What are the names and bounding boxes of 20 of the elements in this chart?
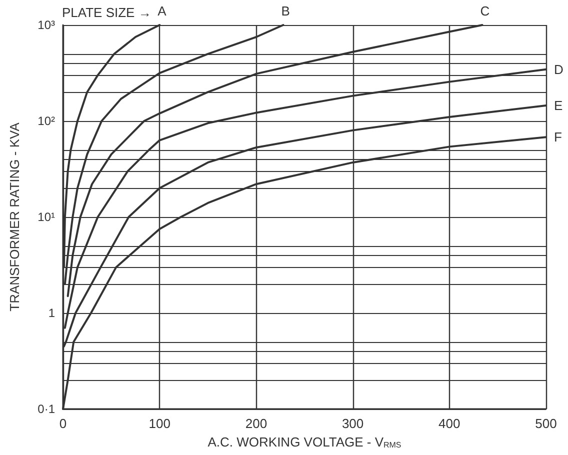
- x-tick-label: 300: [342, 416, 364, 431]
- y-tick-label: 0·1: [38, 402, 56, 416]
- y-tick-label: 10¹: [38, 210, 56, 224]
- text: PLATE SIZE →: [62, 5, 152, 20]
- x-tick-label: 200: [245, 416, 268, 431]
- y-tick-label: 10²: [38, 114, 56, 128]
- x-tick-label: 500: [535, 416, 557, 431]
- y-tick-label: 1: [48, 306, 56, 320]
- y-axis-title: TRANSFORMER RATING - KVA: [7, 122, 22, 312]
- series-label: C: [480, 4, 490, 18]
- x-tick-label: 400: [438, 416, 460, 431]
- series-label: B: [281, 4, 290, 18]
- x-tick-label: 0: [59, 416, 67, 431]
- y-tick-label: 10³: [38, 18, 56, 32]
- x-axis-title: A.C. WORKING VOLTAGE - VRMS: [208, 434, 402, 450]
- series-label: D: [554, 62, 564, 77]
- series-label: F: [554, 130, 562, 145]
- series-label: A: [158, 4, 167, 18]
- x-tick-label: 100: [148, 416, 170, 431]
- series-label: E: [554, 98, 563, 114]
